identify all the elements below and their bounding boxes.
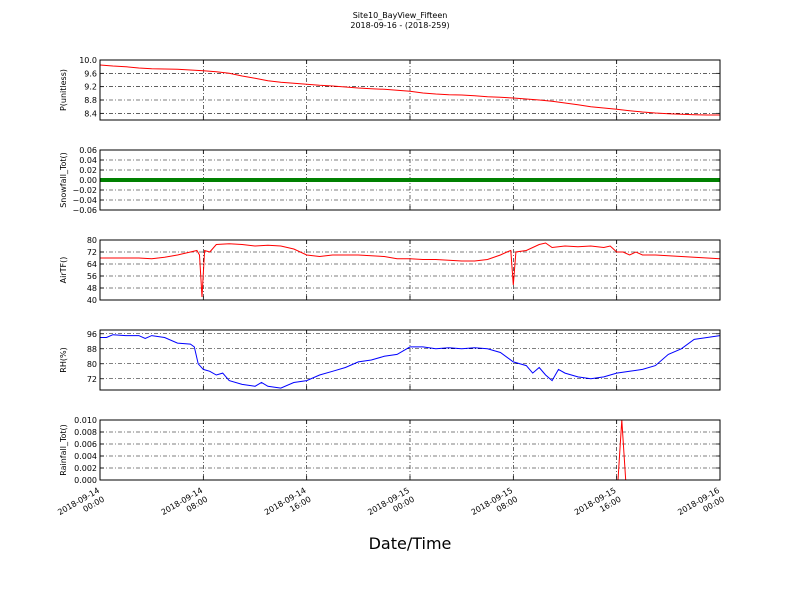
- y-tick-label: 88: [87, 345, 97, 354]
- series-line-p-unitless: [100, 64, 720, 116]
- y-tick-label: 48: [87, 284, 97, 293]
- y-tick-label: −0.04: [72, 196, 97, 205]
- y-tick-label: 8.8: [84, 96, 97, 105]
- plot-frame: [99, 59, 721, 121]
- panel-p-unitless: 10.0 9.6 9.2 8.8 8.4 P(unitless): [59, 56, 721, 121]
- panel-snowfall-tot: 0.060.040.020.00−0.02−0.04−0.06 Snowfall_…: [59, 146, 721, 215]
- y-tick-label: 40: [87, 296, 97, 305]
- y-tick-label: 9.2: [84, 83, 97, 92]
- y-tick-label: 80: [87, 236, 97, 245]
- panel-rh: 96 88 80 72 RH(%): [59, 329, 721, 391]
- y-tick-label: −0.02: [72, 186, 97, 195]
- y-tick-label: 8.4: [84, 109, 97, 118]
- plot-frame: [99, 149, 721, 211]
- y-axis-label: Snowfall_Tot(): [59, 152, 68, 208]
- y-tick-label: 72: [87, 248, 97, 257]
- chart-subtitle: 2018-09-16 - (2018-259): [350, 21, 450, 30]
- y-tick-label: 0.04: [79, 156, 97, 165]
- series-line-rh: [100, 334, 720, 389]
- plot-frame: [99, 239, 721, 301]
- plot-frame: [99, 329, 721, 391]
- y-tick-label: 0.008: [74, 428, 97, 437]
- y-tick-label: 0.02: [79, 166, 97, 175]
- series-line-airtf: [100, 242, 720, 298]
- y-tick-label: 0.002: [74, 464, 97, 473]
- y-tick-label: 0.004: [74, 452, 97, 461]
- y-tick-label: 0.006: [74, 440, 97, 449]
- x-axis-label: Date/Time: [368, 534, 452, 553]
- y-tick-label: 64: [87, 260, 97, 269]
- y-tick-label: −0.06: [72, 206, 97, 215]
- y-tick-label: 72: [87, 375, 97, 384]
- plot-frame: [99, 419, 721, 481]
- y-tick-label: 9.6: [84, 69, 97, 78]
- y-tick-label: 0.06: [79, 146, 97, 155]
- y-tick-label: 0.010: [74, 416, 97, 425]
- y-tick-label: 56: [87, 272, 97, 281]
- y-tick-label: 0.000: [74, 476, 97, 485]
- y-tick-label: 96: [87, 330, 97, 339]
- y-axis-label: Rainfall_Tot(): [59, 424, 68, 476]
- panel-rainfall-tot: 0.010 0.008 0.006 0.004 0.002 0.000 Rainfall_T…: [59, 416, 721, 485]
- panel-airtf: 80 72 64 56 48 40 AirTF(): [59, 236, 721, 305]
- y-axis-label: P(unitless): [59, 69, 68, 111]
- chart-title: Site10_BayView_Fifteen: [352, 11, 448, 20]
- y-tick-label: 10.0: [79, 56, 97, 65]
- y-axis-label: RH(%): [59, 347, 68, 372]
- y-tick-label: 0.00: [79, 176, 97, 185]
- y-tick-label: 80: [87, 360, 97, 369]
- y-axis-label: AirTF(): [59, 257, 68, 284]
